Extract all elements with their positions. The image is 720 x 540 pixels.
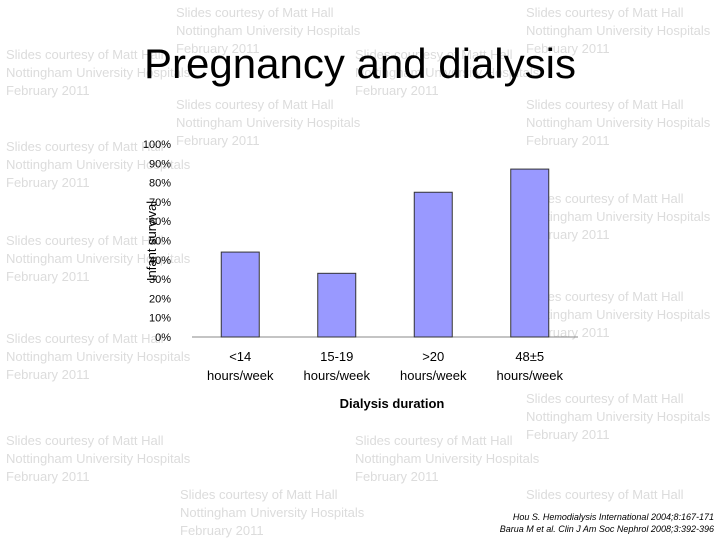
y-tick-label: 20% <box>149 293 171 305</box>
category-label: hours/week <box>400 368 467 383</box>
category-label: hours/week <box>207 368 274 383</box>
watermark-line: Nottingham University Hospitals <box>526 209 711 224</box>
watermark-line: Nottingham University Hospitals <box>526 115 711 130</box>
watermark: Slides courtesy of Matt Hall Nottingham U… <box>6 46 190 100</box>
watermark: Slides courtesy of Matt Hall Nottingham U… <box>176 4 360 58</box>
watermark-line: February 2011 <box>176 133 260 148</box>
watermark-line: Nottingham University Hospitals <box>526 409 711 424</box>
y-tick-label: 70% <box>149 197 171 209</box>
reference-1: Hou S. Hemodialysis International 2004;8… <box>512 512 714 522</box>
watermark-line: February 2011 <box>180 523 264 538</box>
watermark-line: Slides courtesy of Matt Hall <box>355 47 513 62</box>
watermark-line: February 2011 <box>526 133 610 148</box>
watermark-line: Slides courtesy of Matt Hall <box>355 433 513 448</box>
watermark: Slides courtesy of Matt Hall Nottingham U… <box>526 96 710 150</box>
watermark: Slides courtesy of Matt Hall Nottingham U… <box>6 232 190 286</box>
watermark: Slides courtesy of Matt Hall Nottingham U… <box>526 190 710 244</box>
y-tick-label: 100% <box>143 139 171 151</box>
watermark-line: Nottingham University Hospitals <box>6 349 191 364</box>
category-label: >20 <box>422 349 444 364</box>
watermark: Slides courtesy of Matt Hall Nottingham U… <box>355 46 539 100</box>
watermark-line: Nottingham University Hospitals <box>355 65 540 80</box>
watermark-line: February 2011 <box>176 41 260 56</box>
watermark-line: February 2011 <box>6 367 90 382</box>
y-tick-label: 0% <box>155 332 171 344</box>
watermark: Slides courtesy of Matt Hall Nottingham U… <box>176 96 360 150</box>
watermark: Slides courtesy of Matt Hall Nottingham U… <box>180 486 364 540</box>
y-axis-label: Infant survival <box>144 201 159 281</box>
y-ticks: 0% 10% 20% 30% 40% 50% 60% 70% 80% 90% 100% <box>143 139 171 344</box>
watermark-line: Slides courtesy of Matt Hall <box>6 233 164 248</box>
watermark: Slides courtesy of Matt Hall Nottingham U… <box>6 432 190 486</box>
watermark-line: Nottingham University Hospitals <box>6 65 191 80</box>
watermark-line: Nottingham University Hospitals <box>355 451 540 466</box>
watermark: Slides courtesy of Matt Hall Nottingham U… <box>526 4 710 58</box>
category-label: 15-19 <box>320 349 353 364</box>
watermark-line: Nottingham University Hospitals <box>176 115 361 130</box>
watermark-line: Nottingham University Hospitals <box>6 251 191 266</box>
bar <box>413 191 453 338</box>
watermark-line: February 2011 <box>355 469 439 484</box>
y-tick-label: 80% <box>149 178 171 190</box>
y-tick-label: 30% <box>149 274 171 286</box>
watermark-line: Nottingham University Hospitals <box>6 157 191 172</box>
watermark-line: Slides courtesy of Matt Hall <box>6 331 164 346</box>
bar <box>220 251 260 338</box>
category-label: hours/week <box>304 368 371 383</box>
watermark-line: February 2011 <box>6 83 90 98</box>
watermark-line: February 2011 <box>355 83 439 98</box>
watermark: Slides courtesy of Matt Hall Nottingham U… <box>355 432 539 486</box>
watermark-line: February 2011 <box>6 175 90 190</box>
y-tick-label: 40% <box>149 255 171 267</box>
watermark-line: Slides courtesy of Matt Hall <box>526 487 684 502</box>
y-tick-label: 90% <box>149 158 171 170</box>
category-label: <14 <box>229 349 251 364</box>
watermark-line: Nottingham University Hospitals <box>526 23 711 38</box>
y-tick-label: 10% <box>149 313 171 325</box>
x-axis-label: Dialysis duration <box>340 396 445 411</box>
category-label: hours/week <box>497 368 564 383</box>
bars <box>220 168 550 338</box>
watermark: Slides courtesy of Matt Hall Nottingham U… <box>6 330 190 384</box>
watermark-line: Slides courtesy of Matt Hall <box>176 5 334 20</box>
bar <box>317 272 357 338</box>
watermark: Slides courtesy of Matt Hall <box>526 486 684 504</box>
references: Hou S. Hemodialysis International 2004;8… <box>500 511 714 535</box>
bar-chart: Infant survival 0% 10% 20% 30% 40% 50% 60% 70% 8… <box>143 139 578 411</box>
watermark-line: February 2011 <box>526 41 610 56</box>
slide-title: Pregnancy and dialysis <box>144 40 576 87</box>
watermark-line: Slides courtesy of Matt Hall <box>6 139 164 154</box>
category-labels: <14 hours/week 15-19 hours/week >20 hours/wee… <box>207 349 563 383</box>
watermark-line: Nottingham University Hospitals <box>180 505 365 520</box>
watermark-line: Slides courtesy of Matt Hall <box>6 47 164 62</box>
category-label: 48±5 <box>515 349 544 364</box>
watermark-line: Slides courtesy of Matt Hall <box>176 97 334 112</box>
watermark-line: Slides courtesy of Matt Hall <box>526 5 684 20</box>
watermark: Slides courtesy of Matt Hall Nottingham U… <box>6 138 190 192</box>
y-tick-label: 60% <box>149 216 171 228</box>
watermark-line: February 2011 <box>526 427 610 442</box>
watermark: Slides courtesy of Matt Hall Nottingham U… <box>526 390 710 444</box>
watermark-line: Slides courtesy of Matt Hall <box>180 487 338 502</box>
watermark-line: Nottingham University Hospitals <box>6 451 191 466</box>
watermark-line: Slides courtesy of Matt Hall <box>526 391 684 406</box>
reference-2: Barua M et al. Clin J Am Soc Nephrol 200… <box>499 524 714 534</box>
watermark-line: Slides courtesy of Matt Hall <box>526 97 684 112</box>
watermark-line: February 2011 <box>6 469 90 484</box>
y-tick-label: 50% <box>149 236 171 248</box>
bar <box>510 168 550 338</box>
watermark-line: Nottingham University Hospitals <box>176 23 361 38</box>
watermark-line: Slides courtesy of Matt Hall <box>6 433 164 448</box>
watermark-line: February 2011 <box>6 269 90 284</box>
